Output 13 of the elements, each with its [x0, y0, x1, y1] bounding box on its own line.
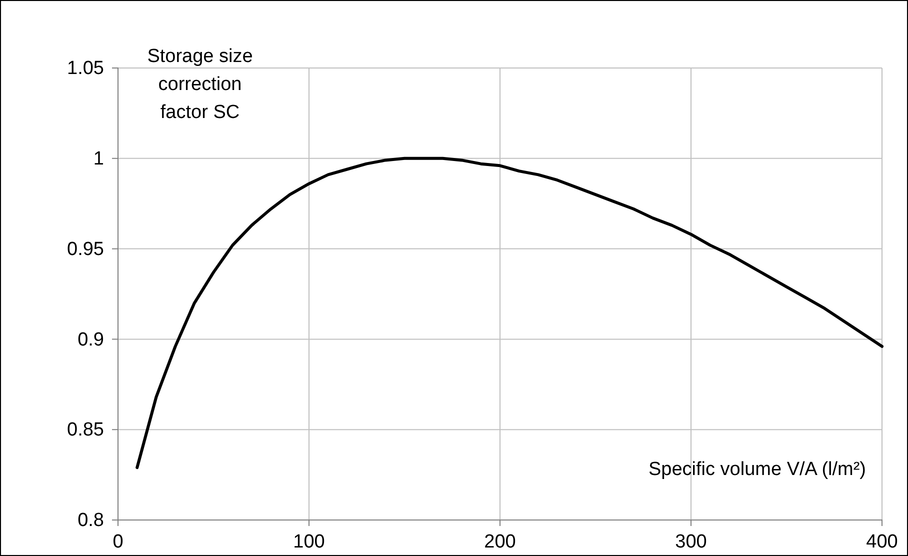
x-tick-label: 200: [484, 531, 516, 552]
y-tick-label: 0.95: [67, 238, 104, 260]
y-tick-label: 1.05: [67, 58, 104, 80]
x-tick-label: 300: [675, 531, 707, 552]
x-tick-label: 0: [112, 531, 124, 552]
y-tick-label: 1: [93, 148, 104, 170]
x-tick-label: 400: [866, 531, 898, 552]
y-tick-label: 0.85: [67, 420, 104, 441]
y-axis-title: Storage size correction factor SC: [147, 46, 253, 123]
x-tick-label: 100: [293, 531, 325, 552]
x-axis-title: Specific volume V/A (l/m²): [648, 459, 866, 480]
y-tick-label: 0.9: [78, 329, 104, 350]
y-tick-label: 0.8: [78, 510, 104, 532]
